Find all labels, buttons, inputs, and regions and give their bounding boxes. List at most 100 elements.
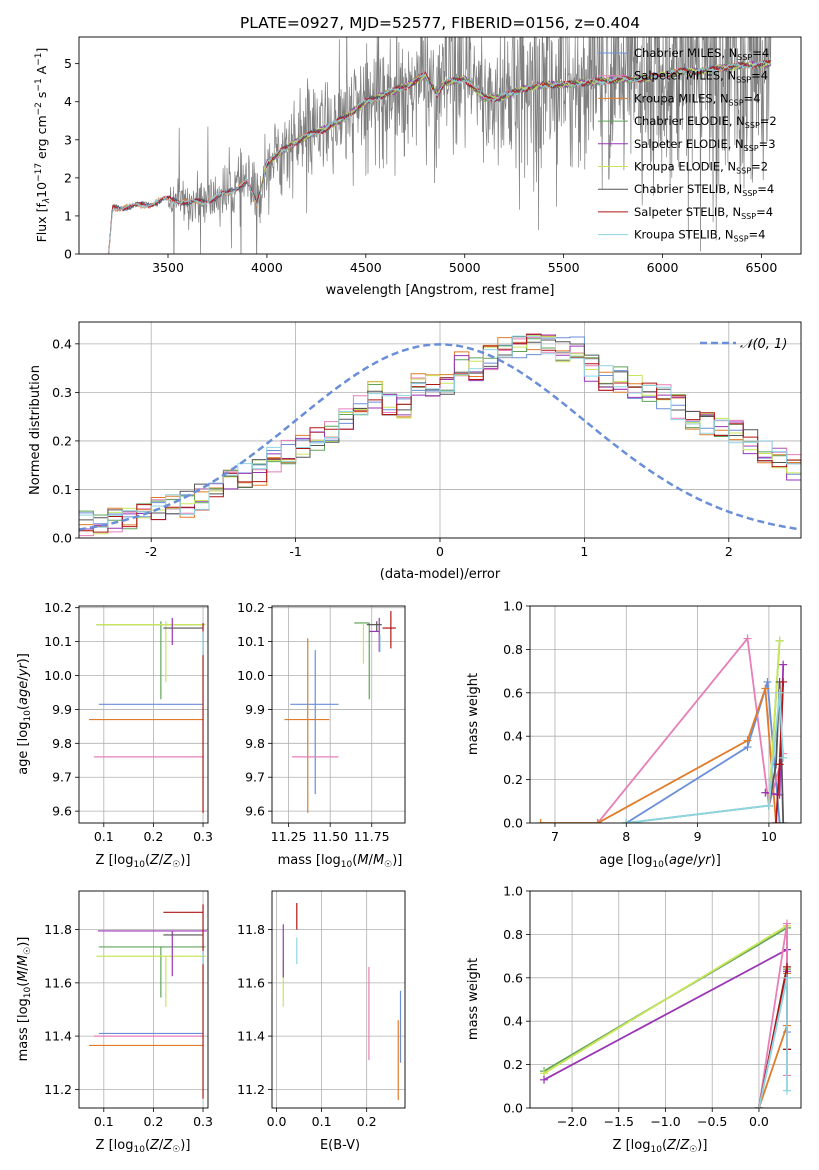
x-axis-label: Z [log10(Z/Z☉)]	[96, 853, 191, 870]
y-tick-label: 0	[64, 247, 72, 262]
x-axis-label: wavelength [Angstrom, rest frame]	[326, 283, 555, 298]
legend-text: Kroupa MILES, N	[634, 91, 729, 105]
legend-text: Salpeter STELIB, N	[634, 205, 741, 219]
weight-marker-cm	[775, 819, 784, 823]
x-tick-label: 0.2	[143, 829, 163, 844]
y-tick-label: 0.1	[52, 482, 72, 497]
x-tick-label: 0	[436, 544, 444, 559]
plot-area	[79, 891, 208, 1108]
y-tick-label: 11.2	[237, 1082, 265, 1097]
legend-sub: SSP	[729, 98, 744, 107]
axes-frame	[271, 890, 406, 1109]
weight-line-ke	[543, 924, 788, 1075]
y-tick-label: 1	[64, 208, 72, 223]
x-tick-label: 0.2	[357, 1114, 377, 1129]
x-tick-label: -1	[289, 544, 301, 559]
plot-area	[272, 606, 405, 823]
weight-marker-ss	[775, 760, 784, 769]
legend-n: =3	[759, 137, 776, 151]
y-axis-label: mass weight	[466, 958, 481, 1040]
y-axis-label: Flux [fλ10−17 erg cm−2 s−1 A−1]	[34, 48, 52, 243]
y-tick-label: 11.6	[237, 975, 265, 990]
y-axis-label: mass [log10(M/M☉)]	[16, 937, 33, 1062]
weight-marker-ks	[754, 1104, 763, 1108]
plot-area	[79, 322, 801, 538]
legend-label-ce: Chabrier ELODIE, NSSP=2	[634, 114, 777, 130]
gaussian-curve	[79, 343, 799, 531]
legend-text: Chabrier ELODIE, N	[634, 114, 745, 128]
legend-label-se: Salpeter ELODIE, NSSP=3	[634, 137, 776, 153]
weight-marker-km	[593, 819, 602, 823]
y-tick-label: 10.1	[44, 634, 72, 649]
panel-age_vs_Z: 0.1 0.2 0.3 9.6 9.7 9.8 9.9 10.0 10.1 10.2 Z [log1…	[16, 600, 213, 870]
x-tick-label: 0.1	[94, 1114, 114, 1129]
weight-marker-ks	[782, 1086, 791, 1095]
y-tick-label: 1.0	[503, 599, 523, 614]
x-tick-label: −0.5	[697, 1114, 727, 1129]
weight-marker-ks	[622, 819, 631, 823]
plot-area	[530, 891, 801, 1108]
x-tick-label: −1.5	[604, 1114, 634, 1129]
legend-sub: SSP	[736, 76, 751, 85]
legend-text: Salpeter ELODIE, N	[634, 137, 744, 151]
y-tick-label: 9.8	[52, 736, 72, 751]
axes-frame	[78, 321, 802, 539]
panel-mass_vs_Z: 0.1 0.2 0.3 11.2 11.4 11.6 11.8 Z [log10(Z/Z☉)]…	[16, 890, 213, 1155]
weight-line-sm	[597, 636, 785, 823]
axes-frame	[78, 605, 209, 824]
y-tick-label: 11.4	[44, 1029, 72, 1044]
y-tick-label: 9.6	[52, 804, 72, 819]
y-tick-label: 11.8	[44, 922, 72, 937]
x-axis-label: (data-model)/error	[380, 567, 501, 582]
legend-sub: SSP	[736, 167, 751, 176]
legend-label-cm: Chabrier MILES, NSSP=4	[634, 46, 769, 62]
y-tick-label: 10.0	[44, 668, 72, 683]
spectrum-model-ks	[108, 60, 772, 253]
y-tick-label: 1.0	[503, 884, 523, 899]
x-axis-label: mass [log10(M/M☉)]	[278, 853, 403, 870]
weight-marker-ks	[779, 753, 788, 762]
legend-sub: SSP	[742, 189, 757, 198]
y-tick-label: 10.2	[237, 600, 265, 615]
legend-n: =4	[751, 69, 768, 83]
y-axis-label: Normed distribution	[28, 365, 43, 495]
axes-frame	[78, 36, 802, 255]
panel-mass_vs_EBV: 0.0 0.1 0.2 11.2 11.4 11.6 11.8 E(B-V)	[237, 890, 406, 1153]
x-tick-label: 11.25	[271, 829, 307, 844]
legend-n: =2	[760, 114, 777, 128]
legend-n: =2	[751, 160, 768, 174]
legend-n: =4	[756, 205, 773, 219]
x-axis-label: E(B-V)	[320, 1138, 360, 1153]
histogram-ks	[79, 335, 801, 528]
weight-marker-ks	[764, 801, 773, 810]
legend-n: =4	[749, 228, 766, 242]
y-tick-label: 11.8	[237, 922, 265, 937]
y-tick-label: 0.8	[503, 927, 523, 942]
y-tick-label: 0.0	[503, 1101, 523, 1116]
legend-n: =4	[744, 91, 761, 105]
y-tick-label: 11.2	[44, 1082, 72, 1097]
legend-label-sm: Salpeter MILES, NSSP=4	[634, 69, 768, 85]
x-tick-label: 1	[580, 544, 588, 559]
y-tick-label: 0.2	[52, 433, 72, 448]
axes-frame	[529, 605, 802, 824]
x-tick-label: 0.3	[193, 829, 213, 844]
y-tick-label: 0.3	[52, 385, 72, 400]
legend-label-ss: Salpeter STELIB, NSSP=4	[634, 205, 773, 221]
legend-sub: SSP	[745, 121, 760, 130]
x-tick-label: 4000	[251, 260, 283, 275]
x-tick-label: 2	[725, 544, 733, 559]
legend-label-cs: Chabrier STELIB, NSSP=4	[634, 182, 774, 198]
y-tick-label: 0.4	[503, 1014, 523, 1029]
x-tick-label: 0.1	[94, 829, 114, 844]
weight-marker-km	[743, 736, 752, 745]
weight-line-cs	[768, 681, 785, 823]
y-axis-label: age [log10(age/yr)]	[16, 653, 33, 775]
panel-residuals: -2 -1 0 1 2 0.0 0.1 0.2 0.3 0.4 𝒩(0, 1) (data-model…	[28, 321, 802, 582]
panel-weight_vs_Z: −2.0 −1.5 −1.0 −0.5 0.0 0.0 0.2 0.4 0.6 0.8 1.0 Z […	[466, 884, 802, 1155]
weight-marker-km	[536, 819, 545, 823]
legend-text: Chabrier MILES, N	[634, 46, 737, 60]
plot-area	[272, 891, 405, 1108]
legend-sub: SSP	[734, 235, 749, 244]
